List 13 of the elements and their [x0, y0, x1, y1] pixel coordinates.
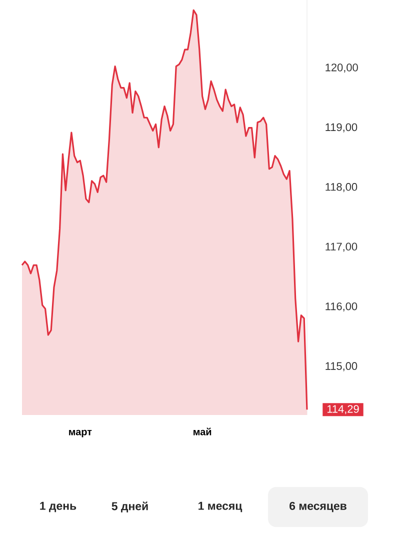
data-label: 114,29 [327, 405, 359, 414]
y-tick-label: 115,00 [326, 362, 358, 372]
text: 1 день [40, 502, 76, 512]
x-tick-label: март [69, 430, 92, 438]
y-tick-label: 116,00 [326, 302, 358, 312]
y-tick-label: 119,00 [326, 123, 358, 132]
text: 5 дней [112, 502, 148, 512]
x-tick-label: май [194, 428, 212, 436]
text: 1 месяц [198, 502, 242, 512]
y-tick-label: 118,00 [326, 183, 358, 192]
text: 6 месяцев [290, 502, 346, 512]
y-tick-label: 120,00 [326, 64, 358, 73]
y-tick-label: 117,00 [326, 242, 358, 252]
